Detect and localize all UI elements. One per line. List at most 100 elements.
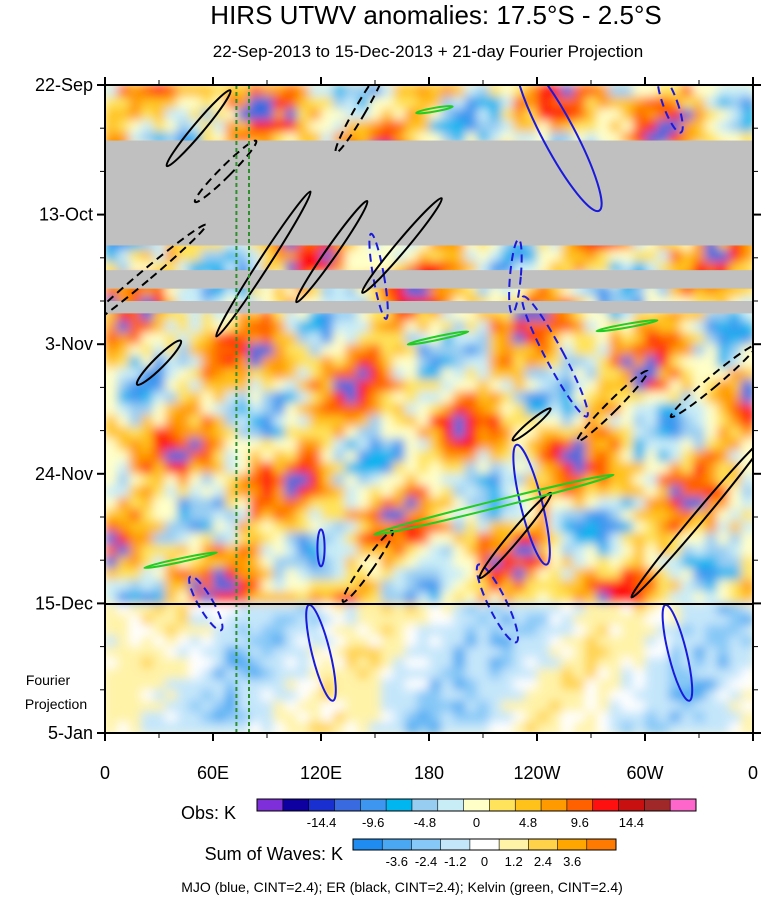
field-cell <box>369 108 382 122</box>
projection-cell <box>357 625 370 637</box>
field-cell <box>285 344 298 357</box>
projection-cell <box>657 668 670 680</box>
field-cell <box>117 414 130 428</box>
projection-cell <box>633 614 646 626</box>
projection-cell <box>309 614 322 626</box>
field-cell <box>681 108 694 122</box>
field-cell <box>309 485 322 499</box>
projection-cell <box>453 668 466 680</box>
kelvin-contour-positive <box>406 330 470 346</box>
field-cell <box>261 473 274 487</box>
field-cell <box>741 96 753 110</box>
field-cell <box>129 568 142 581</box>
projection-cell <box>429 603 442 616</box>
obs-colorbar-swatch <box>282 799 310 811</box>
projection-cell <box>657 679 670 691</box>
field-cell <box>309 473 322 487</box>
field-cell <box>381 579 394 593</box>
projection-cell <box>369 689 382 702</box>
field-cell <box>105 520 118 534</box>
projection-cell <box>633 668 646 680</box>
field-cell <box>609 367 622 381</box>
field-cell <box>129 96 142 110</box>
projection-cell <box>261 679 274 691</box>
field-cell <box>129 532 142 546</box>
projection-cell <box>609 700 622 713</box>
waves-colorbar-swatch <box>411 839 442 850</box>
projection-cell <box>561 722 574 733</box>
projection-cell <box>381 635 394 648</box>
field-cell <box>561 379 574 393</box>
field-cell <box>669 520 682 534</box>
field-cell <box>117 591 130 605</box>
field-cell <box>417 414 430 428</box>
field-cell <box>729 450 742 463</box>
field-cell <box>669 591 682 605</box>
projection-cell <box>105 668 118 680</box>
field-cell <box>537 426 550 440</box>
obs-colorbar-tick-label: 0 <box>473 815 480 830</box>
field-cell <box>657 320 670 334</box>
field-cell <box>141 414 154 428</box>
field-cell <box>417 249 430 263</box>
field-cell <box>297 414 310 428</box>
field-cell <box>153 473 166 487</box>
field-cell <box>237 497 250 511</box>
projection-cell <box>273 625 286 637</box>
field-cell <box>561 249 574 263</box>
field-cell <box>225 591 238 605</box>
field-cell <box>273 344 286 357</box>
projection-cell <box>285 603 298 616</box>
projection-cell <box>717 614 730 626</box>
field-cell <box>393 356 406 369</box>
projection-cell <box>537 614 550 626</box>
projection-cell <box>681 635 694 648</box>
projection-cell <box>645 657 658 670</box>
field-cell <box>477 120 490 134</box>
field-cell <box>501 473 514 487</box>
field-cell <box>153 520 166 534</box>
waves-colorbar-swatch <box>440 839 471 850</box>
projection-cell <box>117 657 130 670</box>
er-contour-positive <box>295 199 369 304</box>
projection-cell <box>141 722 154 733</box>
field-cell <box>285 462 298 475</box>
projection-cell <box>705 657 718 670</box>
field-cell <box>729 520 742 534</box>
projection-cell <box>573 646 586 659</box>
obs-colorbar-swatch <box>334 799 361 811</box>
field-cell <box>633 438 646 452</box>
field-cell <box>669 568 682 581</box>
projection-cell <box>345 635 358 648</box>
projection-cell <box>441 603 454 616</box>
field-cell <box>417 450 430 463</box>
reference-lines <box>235 85 250 733</box>
projection-cell <box>681 722 694 733</box>
field-cell <box>417 85 430 98</box>
projection-cell <box>681 657 694 670</box>
projection-cell <box>489 603 502 616</box>
field-cell <box>561 438 574 452</box>
field-cell <box>261 332 274 346</box>
field-cell <box>297 591 310 605</box>
field-cell <box>309 108 322 122</box>
field-cell <box>213 367 226 381</box>
field-cell <box>165 403 178 416</box>
field-cell <box>381 379 394 393</box>
field-cell <box>345 591 358 605</box>
field-cell <box>357 544 370 558</box>
projection-cell <box>633 646 646 659</box>
field-cell <box>621 497 634 511</box>
field-cell <box>237 367 250 381</box>
field-cell <box>225 344 238 357</box>
field-cell <box>345 320 358 334</box>
field-cell <box>381 497 394 511</box>
field-cell <box>537 356 550 369</box>
field-cell <box>693 85 706 98</box>
field-cell <box>321 344 334 357</box>
field-cell <box>741 579 753 593</box>
field-cell <box>681 462 694 475</box>
projection-cell <box>153 668 166 680</box>
field-cell <box>297 509 310 522</box>
obs-colorbar-tick-label: -9.6 <box>362 815 384 830</box>
